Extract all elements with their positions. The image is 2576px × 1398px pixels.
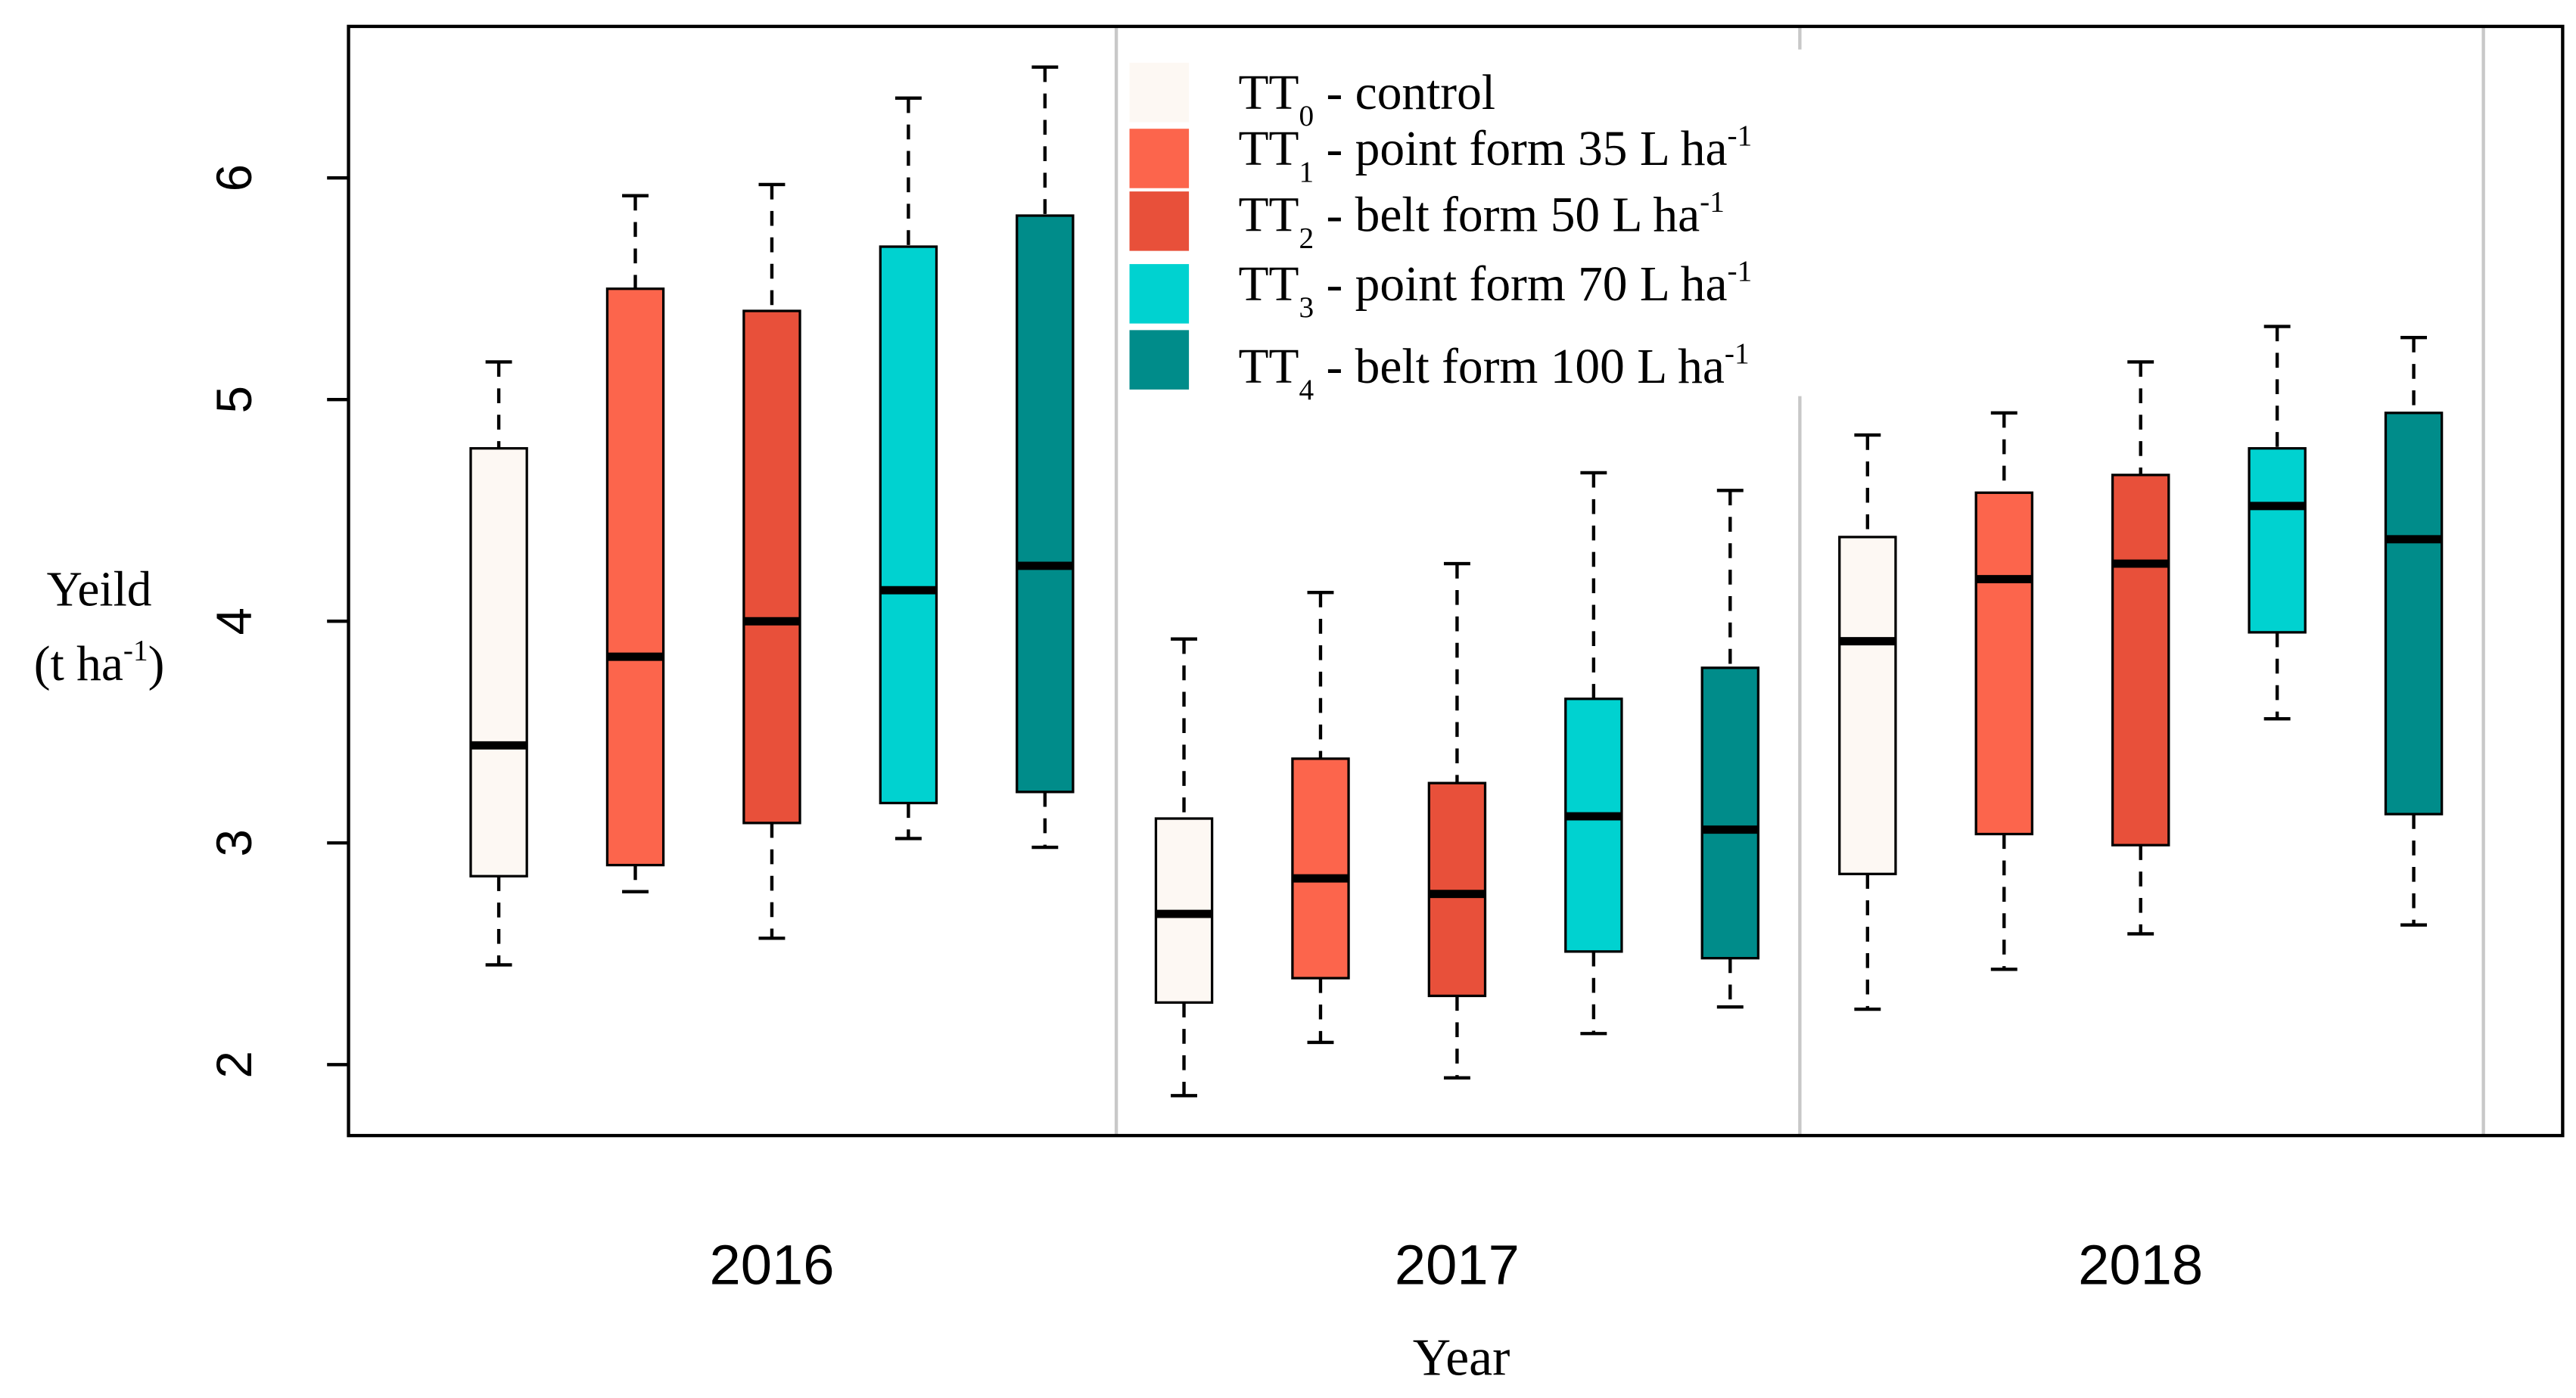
box-2017-tt3 (1564, 471, 1623, 1036)
x-tick-label: 2016 (709, 1233, 834, 1296)
plot-area (469, 26, 2485, 1136)
box-body (605, 287, 665, 867)
y-tick-label: 6 (207, 164, 262, 191)
box-2018-tt3 (2248, 325, 2307, 721)
legend-label-tt1: TT1 - point form 35 L ha-1 (1239, 120, 1753, 188)
box-body (1564, 697, 1623, 953)
box-2017-tt4 (1700, 489, 1760, 1009)
y-tick-label: 4 (207, 607, 262, 635)
legend-label-tt3: TT3 - point form 70 L ha-1 (1239, 255, 1753, 324)
x-tick-label: 2018 (2078, 1233, 2203, 1296)
box-2017-tt1 (1291, 590, 1350, 1045)
box-2016-tt3 (879, 96, 938, 840)
box-body (1700, 666, 1760, 960)
box-body (2248, 447, 2307, 634)
y-tick-label: 5 (207, 386, 262, 413)
box-body (2111, 474, 2170, 847)
box-2016-tt2 (742, 182, 801, 940)
legend-label-tt0: TT0 - control (1239, 66, 1495, 132)
box-2016-tt0 (469, 360, 528, 967)
box-2017-tt0 (1154, 637, 1214, 1098)
box-2016-tt4 (1016, 65, 1075, 850)
box-body (469, 447, 528, 878)
box-body (1838, 536, 1897, 875)
legend-label-tt4: TT4 - belt form 100 L ha-1 (1239, 337, 1750, 406)
box-body (1974, 491, 2033, 836)
box-2018-tt2 (2111, 360, 2170, 936)
y-axis-label: Yeild (47, 563, 152, 617)
box-2018-tt1 (1974, 411, 2033, 971)
box-body (742, 309, 801, 825)
box-body (1427, 781, 1487, 998)
box-body (1016, 214, 1075, 794)
y-axis: 2 3 4 5 6 (207, 164, 349, 1078)
legend-label-tt2: TT2 - belt form 50 L ha-1 (1239, 185, 1725, 254)
box-body (879, 245, 938, 805)
legend-swatch-tt4 (1129, 330, 1190, 390)
x-axis: 2016 2017 2018 (709, 1233, 2203, 1296)
x-axis-label: Year (1413, 1328, 1510, 1387)
x-tick-label: 2017 (1395, 1233, 1520, 1296)
legend-background (1119, 49, 1813, 396)
y-axis-unit: (t ha-1) (34, 635, 165, 691)
box-body (1291, 757, 1350, 980)
box-body (2384, 412, 2444, 815)
box-2018-tt0 (1838, 433, 1897, 1011)
box-2017-tt2 (1427, 561, 1487, 1080)
box-2018-tt4 (2384, 335, 2444, 927)
y-tick-label: 3 (207, 829, 262, 856)
legend-swatch-tt2 (1129, 191, 1190, 251)
legend-swatch-tt3 (1129, 264, 1190, 324)
plot-frame (347, 24, 2565, 1138)
legend-swatch-tt1 (1129, 129, 1190, 188)
box-2016-tt1 (605, 194, 665, 893)
legend-swatch-tt0 (1129, 62, 1190, 123)
y-tick-label: 2 (207, 1051, 262, 1078)
